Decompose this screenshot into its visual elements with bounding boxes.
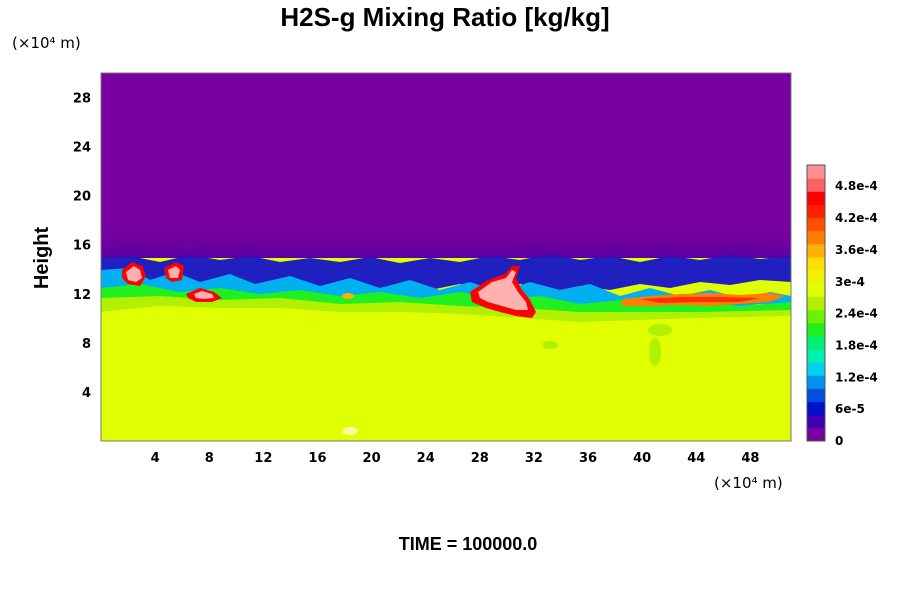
colorbar-swatch [807,257,825,271]
x-unit-label: (×10⁴ m) [714,474,783,492]
colorbar-swatch [807,243,825,258]
mixing-lightgreen [101,296,791,322]
y-axis-label: Height [31,227,53,290]
colorbar-tick-label: 2.4e-4 [835,307,878,321]
x-tick-label: 32 [525,451,543,466]
y-tick-label: 12 [73,288,91,303]
colorbar-swatch [807,230,825,245]
colorbar-tick-label: 3.6e-4 [835,243,878,257]
colorbar-tick-label: 4.2e-4 [835,211,878,225]
time-label: TIME = 100000.0 [399,534,538,554]
chart-title: H2S-g Mixing Ratio [kg/kg] [280,2,609,32]
blob-left-a-pink [126,266,142,282]
patch-orange-mid [342,293,354,299]
patch-green-center [542,341,558,349]
x-tick-label: 20 [363,451,381,466]
colorbar-swatch [807,296,825,311]
patch-green-right [648,324,672,336]
colorbar-tick-label: 3e-4 [835,275,865,289]
colorbar-tick-label: 1.8e-4 [835,338,878,352]
y-tick-label: 24 [73,141,91,156]
x-tick-label: 4 [151,451,160,466]
colorbar-swatch [807,335,825,350]
y-tick-label: 16 [73,239,91,254]
colorbar-swatch [807,375,825,389]
y-tick-label: 8 [82,337,91,352]
colorbar-tick-label: 4.8e-4 [835,179,878,193]
colorbar-swatch [807,204,825,219]
x-tick-label: 24 [417,451,435,466]
y-tick-label: 28 [73,92,91,107]
patch-bottom [342,427,358,435]
colorbar-swatch [807,427,825,442]
x-tick-label: 48 [741,451,759,466]
x-tick-label: 12 [254,451,272,466]
x-tick-label: 36 [579,451,597,466]
red-band-right [640,297,760,303]
colorbar-swatch [807,349,825,363]
colorbar-swatch [807,401,825,416]
colorbar-frame [806,164,826,442]
colorbar-swatch [807,191,825,205]
colorbar-swatch [807,322,825,337]
x-ticks: 4 8 12 16 20 24 28 32 36 40 44 48 [151,451,760,466]
x-tick-label: 16 [308,451,326,466]
heatmap-field [101,73,791,441]
colorbar-swatch [807,388,825,403]
patch-green-right-2 [649,338,661,366]
colorbar-swatch [807,309,825,324]
colorbar-swatch [807,362,825,376]
x-tick-label: 40 [633,451,651,466]
colorbar-tick-label: 6e-5 [835,402,865,416]
blob-left-b-pink [168,266,180,278]
colorbar-swatch [807,414,825,429]
colorbar-swatch [807,165,825,179]
colorbar-ticks: 0 6e-5 1.2e-4 1.8e-4 2.4e-4 3e-4 3.6e-4 4.2e-4 4… [835,179,878,448]
y-ticks: 4 8 12 16 20 24 28 [73,92,91,401]
x-tick-label: 28 [471,451,489,466]
blob-left-c-pink [194,291,214,299]
colorbar-swatch [807,178,825,192]
y-tick-label: 20 [73,190,91,205]
colorbar-tick-label: 0 [835,434,843,448]
colorbar-swatch [807,217,825,232]
upper-edge-shade [101,230,791,258]
colorbar [806,164,826,442]
mixing-green [101,284,791,318]
x-tick-label: 44 [687,451,705,466]
colorbar-swatch [807,283,825,297]
y-tick-label: 4 [82,386,91,401]
y-unit-label: (×10⁴ m) [12,34,81,52]
lower-fill [101,306,791,441]
colorbar-swatch [807,270,825,284]
blob-center-pink [478,270,528,310]
x-tick-label: 8 [205,451,214,466]
colorbar-tick-label: 1.2e-4 [835,370,878,384]
plot-frame [100,72,792,442]
region-upper [101,73,791,258]
